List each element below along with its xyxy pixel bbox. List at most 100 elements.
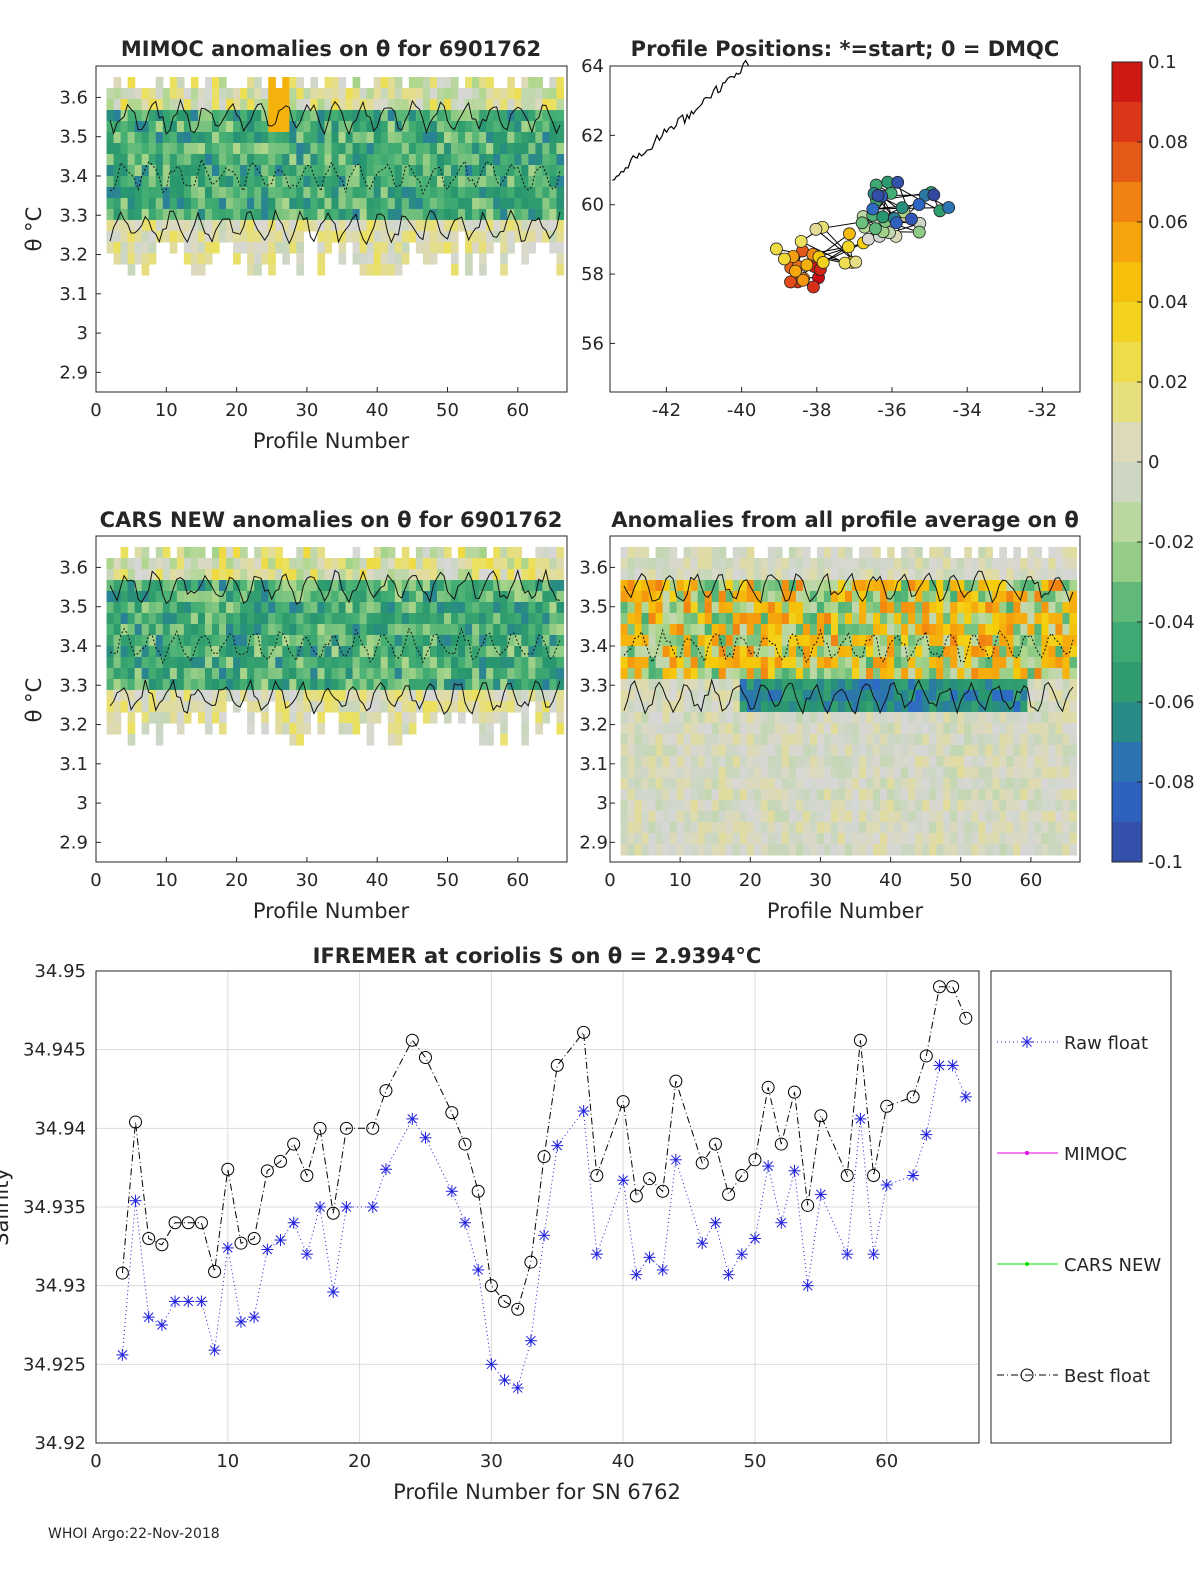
- salinity-title: IFREMER at coriolis S on θ = 2.9394°C: [313, 944, 762, 968]
- mimoc-panel-cell: [106, 109, 115, 122]
- avg-panel-cell: [809, 711, 818, 724]
- avg-panel-cell: [802, 810, 811, 823]
- mimoc-panel-cell: [240, 98, 248, 111]
- avg-panel-cell: [753, 557, 762, 570]
- cars-panel-cell: [155, 722, 164, 735]
- avg-panel-cell: [859, 821, 867, 834]
- avg-panel-cell: [802, 546, 811, 559]
- cars-panel-cell: [408, 645, 417, 658]
- avg-panel-cell: [795, 568, 804, 581]
- avg-panel-cell: [1062, 601, 1071, 614]
- mimoc-panel-cell: [436, 219, 445, 232]
- colorbar-tick-label: -0.04: [1148, 612, 1195, 633]
- mimoc-panel-cell: [282, 109, 290, 122]
- mimoc-panel-cell: [233, 219, 241, 232]
- cars-panel-cell: [127, 601, 136, 614]
- avg-panel-cell: [1062, 843, 1071, 856]
- avg-panel-cell: [641, 821, 650, 834]
- avg-panel-cell: [739, 832, 748, 845]
- avg-panel-cell: [1048, 755, 1057, 768]
- cars-panel-cell: [169, 689, 178, 702]
- cars-panel-cell: [443, 700, 452, 713]
- best-float-point: [445, 1106, 459, 1120]
- cars-panel-cell: [303, 590, 312, 603]
- raw-float-point-stroke: [921, 1129, 932, 1140]
- avg-panel-cell: [683, 722, 692, 735]
- avg-panel-cell: [648, 832, 657, 845]
- avg-panel-cell: [929, 645, 937, 658]
- avg-panel-cell: [1013, 755, 1021, 768]
- cars-panel-cell: [176, 590, 185, 603]
- mimoc-panel-cell: [366, 131, 375, 144]
- cars-panel-cell: [352, 667, 361, 680]
- avg-panel-cell: [620, 678, 629, 691]
- cars-panel-cell: [303, 689, 312, 702]
- raw-float-point: [748, 1232, 761, 1245]
- cars-panel-cell: [113, 678, 122, 691]
- avg-panel-cell: [802, 612, 811, 625]
- mimoc-panel-cell: [507, 230, 515, 243]
- mimoc-panel-cell: [408, 87, 417, 100]
- avg-panel-cell: [802, 678, 811, 691]
- avg-panel-cell: [676, 557, 685, 570]
- avg-panel-cell: [1006, 722, 1014, 735]
- mimoc-panel-cell: [183, 241, 192, 254]
- avg-panel-cell: [1013, 634, 1021, 647]
- mimoc-panel-cell: [451, 230, 459, 243]
- mimoc-panel-cell: [443, 131, 452, 144]
- cars-panel-cell: [289, 634, 297, 647]
- mimoc-panel-cell: [373, 230, 382, 243]
- avg-panel-cell: [866, 568, 874, 581]
- cars-panel-cell: [282, 645, 290, 658]
- mimoc-panel-cell: [134, 230, 143, 243]
- cars-panel-cell: [134, 689, 143, 702]
- avg-panel-cell: [669, 634, 678, 647]
- mimoc-panel-cell: [247, 241, 255, 254]
- cars-panel-cell: [401, 711, 410, 724]
- cars-panel-cell: [275, 678, 283, 691]
- cars-panel-cell: [429, 612, 438, 625]
- avg-panel-cell: [788, 590, 797, 603]
- avg-panel-cell: [866, 810, 874, 823]
- avg-panel-cell: [753, 821, 762, 834]
- avg-panel-cell: [767, 777, 776, 790]
- avg-panel-cell: [936, 755, 944, 768]
- mimoc-panel-cell: [451, 263, 459, 276]
- avg-panel-cell: [816, 711, 825, 724]
- colorbar-segment: [1112, 382, 1142, 423]
- colorbar-tick-label: 0.06: [1148, 212, 1188, 233]
- best-float-point: [194, 1216, 208, 1230]
- avg-panel-cell: [1048, 590, 1057, 603]
- cars-panel-cell: [134, 612, 143, 625]
- cars-panel-cell: [275, 667, 283, 680]
- cars-panel-cell: [247, 700, 255, 713]
- cars-panel-cell: [219, 656, 227, 669]
- avg-panel-cell: [1041, 744, 1050, 757]
- cars-panel-cell: [521, 557, 529, 570]
- avg-panel-cell: [859, 546, 867, 559]
- colorbar-segment: [1112, 782, 1142, 823]
- mimoc-panel-cell: [275, 109, 283, 122]
- avg-panel-cell: [725, 799, 734, 812]
- avg-panel-cell: [1048, 788, 1057, 801]
- mimoc-panel-cell: [219, 109, 227, 122]
- avg-panel-cell: [950, 678, 958, 691]
- cars-panel-cell: [493, 557, 501, 570]
- mimoc-panel-cell: [324, 142, 333, 155]
- avg-panel-cell: [655, 711, 664, 724]
- mimoc-panel-cell: [549, 186, 558, 199]
- avg-panel-cell: [704, 623, 713, 636]
- avg-panel-cell: [732, 700, 741, 713]
- cars-panel-cell: [190, 656, 199, 669]
- avg-panel-cell: [845, 832, 853, 845]
- avg-panel-cell: [1034, 568, 1043, 581]
- mimoc-panel-cell: [303, 87, 312, 100]
- avg-panel-cell: [873, 766, 881, 779]
- cars-panel-cell: [106, 557, 115, 570]
- mimoc-panel-cell: [493, 120, 501, 133]
- avg-panel-cell: [922, 821, 930, 834]
- mimoc-panel-cell: [127, 219, 136, 232]
- mimoc-panel-cell: [162, 230, 171, 243]
- mimoc-panel-cell: [233, 208, 241, 221]
- mimoc-panel-cell: [359, 131, 368, 144]
